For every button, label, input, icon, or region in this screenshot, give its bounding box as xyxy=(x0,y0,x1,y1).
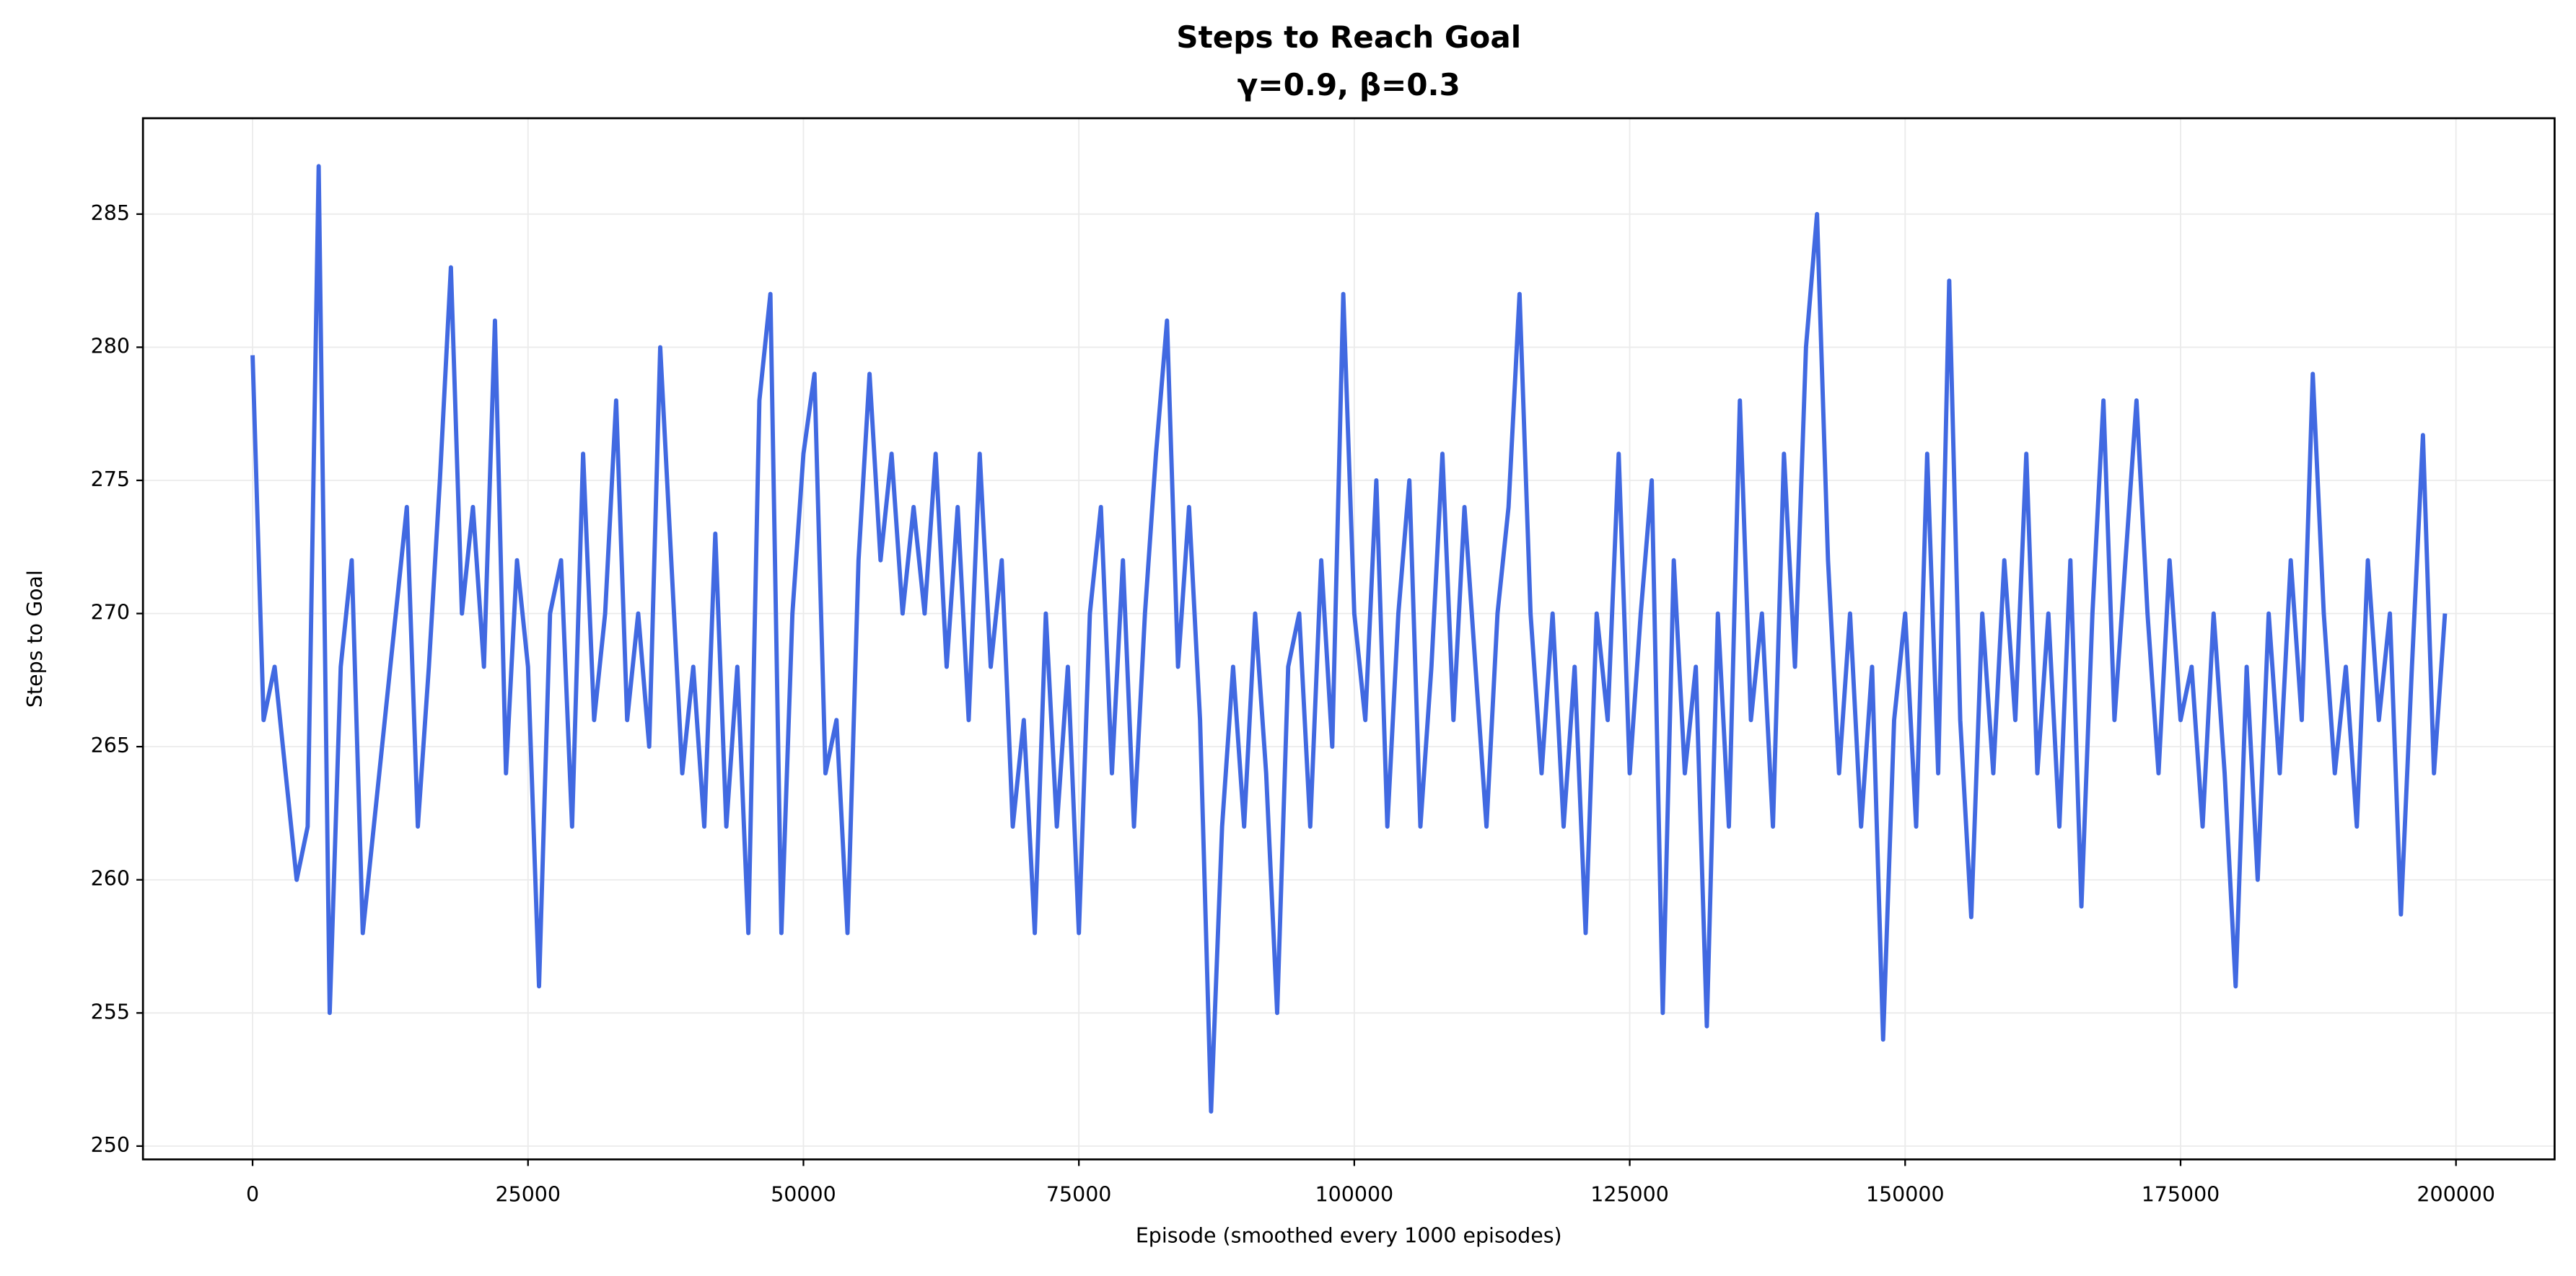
y-tick-label: 250 xyxy=(91,1133,130,1157)
axes: 0 25000 50000 75000 100000 125000 150000 175000… xyxy=(91,201,2495,1207)
y-tick-label: 260 xyxy=(91,867,130,891)
chart-title: Steps to Reach Goal xyxy=(1176,19,1521,55)
y-tick-label: 280 xyxy=(91,334,130,358)
y-tick-label: 265 xyxy=(91,734,130,757)
x-tick-label: 125000 xyxy=(1590,1182,1669,1206)
y-axis-label: Steps to Goal xyxy=(23,570,47,708)
x-tick-label: 0 xyxy=(246,1182,259,1206)
plot-frame xyxy=(141,117,2556,1161)
x-tick-label: 75000 xyxy=(1046,1182,1111,1206)
grid xyxy=(143,118,2555,1160)
y-tick-label: 270 xyxy=(91,601,130,625)
y-tick-label: 275 xyxy=(91,467,130,491)
x-tick-label: 50000 xyxy=(771,1182,836,1206)
x-tick-label: 175000 xyxy=(2142,1182,2220,1206)
x-tick-label: 100000 xyxy=(1315,1182,1394,1206)
chart-subtitle: γ=0.9, β=0.3 xyxy=(1237,67,1460,102)
x-tick-label: 200000 xyxy=(2417,1182,2495,1206)
x-tick-label: 25000 xyxy=(496,1182,561,1206)
x-axis-label: Episode (smoothed every 1000 episodes) xyxy=(1136,1223,1562,1247)
data-line xyxy=(250,164,2448,1114)
plot-area xyxy=(250,164,2448,1114)
y-tick-label: 285 xyxy=(91,201,130,225)
y-tick-label: 255 xyxy=(91,1000,130,1024)
x-tick-label: 150000 xyxy=(1866,1182,1945,1206)
